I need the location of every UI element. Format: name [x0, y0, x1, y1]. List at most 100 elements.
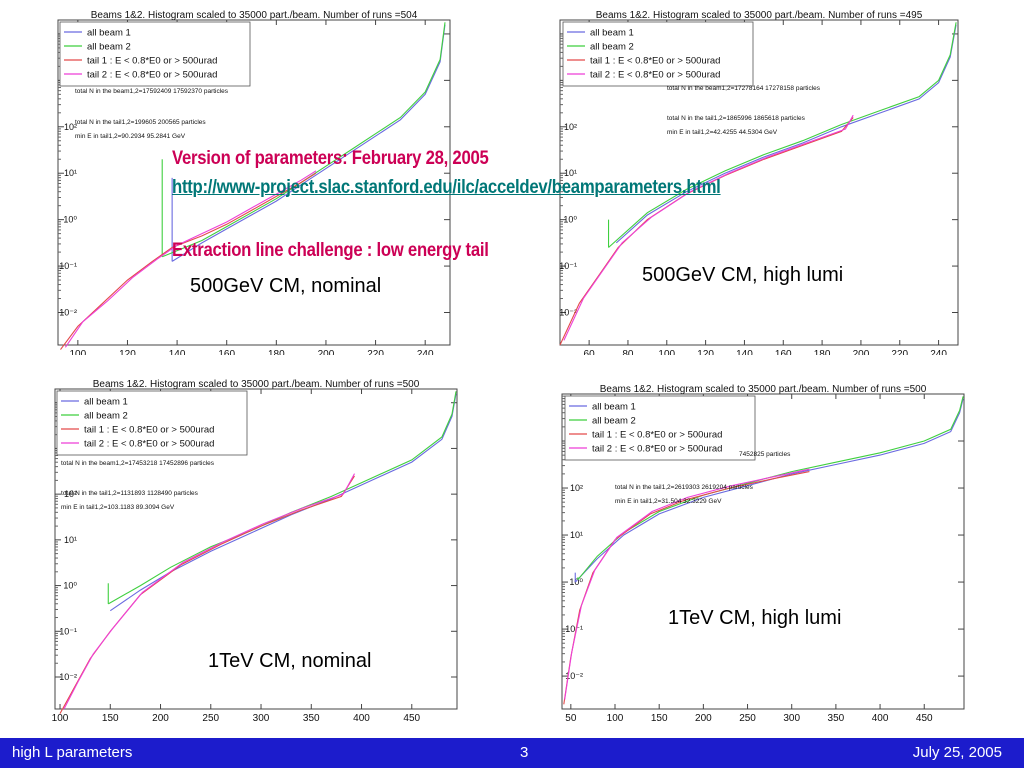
- caption-500gev-nominal: 500GeV CM, nominal: [190, 275, 382, 297]
- x-tick-label: 220: [891, 349, 908, 355]
- annotation-note: min E in tail1,2=90.2934 95.2841 GeV: [75, 133, 186, 140]
- version-text: Version of parameters: February 28, 2005: [172, 148, 489, 169]
- annotation-note: 7452825 particles: [739, 451, 791, 458]
- x-tick-label: 400: [872, 713, 889, 724]
- legend-label-1: all beam 1: [84, 397, 128, 408]
- caption-1tev-nominal: 1TeV CM, nominal: [208, 650, 372, 672]
- plot-frame: [561, 393, 965, 710]
- x-tick-label: 140: [736, 349, 753, 355]
- annotation-note: min E in tail1,2=31.504 32.3229 GeV: [615, 498, 722, 505]
- x-tick-label: 150: [102, 713, 119, 724]
- legend-label-2: all beam 2: [590, 42, 634, 53]
- x-tick-label: 150: [651, 713, 668, 724]
- y-tick-label: 10²: [570, 483, 583, 493]
- legend-label-3: tail 1 : E < 0.8*E0 or > 500urad: [590, 56, 720, 67]
- legend-label-2: all beam 2: [84, 411, 128, 422]
- series-line-2: [108, 391, 457, 605]
- y-tick-label: 10⁻¹: [59, 261, 77, 271]
- series-line-3: [59, 475, 355, 714]
- chart-panel-500gev-nominal: Beams 1&2. Histogram scaled to 35000 par…: [55, 10, 455, 355]
- y-tick-label: 10²: [64, 122, 77, 132]
- chart-title: Beams 1&2. Histogram scaled to 35000 par…: [596, 10, 923, 21]
- chart-panel-1tev-nominal: Beams 1&2. Histogram scaled to 35000 par…: [35, 375, 465, 725]
- x-tick-label: 50: [565, 713, 577, 724]
- y-tick-label: 10⁰: [63, 215, 77, 225]
- legend-label-3: tail 1 : E < 0.8*E0 or > 500urad: [87, 56, 217, 67]
- annotation-note: total N in the tail1,2=1865996 1865618 p…: [667, 115, 806, 122]
- y-tick-label: 10⁻²: [59, 308, 77, 318]
- x-tick-label: 100: [607, 713, 624, 724]
- x-tick-label: 450: [403, 713, 420, 724]
- y-tick-label: 10²: [564, 122, 577, 132]
- legend-label-2: all beam 2: [592, 416, 636, 427]
- y-tick-label: 10¹: [570, 530, 583, 540]
- legend-label-1: all beam 1: [87, 28, 131, 39]
- chart-500gev-highlumi: Beams 1&2. Histogram scaled to 35000 par…: [559, 10, 959, 355]
- series-line-3: [60, 172, 317, 350]
- x-tick-label: 300: [253, 713, 270, 724]
- y-tick-label: 10¹: [64, 535, 77, 545]
- x-tick-label: 250: [739, 713, 756, 724]
- series-line-3: [563, 471, 810, 705]
- x-tick-label: 350: [828, 713, 845, 724]
- series-line-4: [63, 473, 355, 710]
- x-tick-label: 240: [417, 349, 434, 355]
- footer-bar: high L parameters 3 July 25, 2005: [0, 738, 1024, 768]
- chart-title: Beams 1&2. Histogram scaled to 35000 par…: [91, 10, 418, 21]
- y-tick-label: 10⁻²: [565, 671, 583, 681]
- x-tick-label: 100: [52, 713, 69, 724]
- series-line-1: [615, 24, 957, 244]
- y-tick-label: 10⁰: [63, 581, 77, 591]
- plot-frame: [54, 388, 458, 710]
- legend-label-2: all beam 2: [87, 42, 131, 53]
- legend-label-4: tail 2 : E < 0.8*E0 or > 500urad: [590, 70, 720, 81]
- caption-500gev-highlumi: 500GeV CM, high lumi: [642, 264, 844, 286]
- legend-box: [564, 395, 756, 461]
- chart-1tev-nominal: Beams 1&2. Histogram scaled to 35000 par…: [52, 379, 458, 724]
- x-tick-label: 220: [367, 349, 384, 355]
- series-line-4: [64, 170, 317, 348]
- extraction-challenge-text: Extraction line challenge : low energy t…: [172, 240, 489, 261]
- plot-frame: [559, 19, 959, 346]
- x-tick-label: 180: [268, 349, 285, 355]
- x-tick-label: 160: [218, 349, 235, 355]
- chart-500gev-nominal: Beams 1&2. Histogram scaled to 35000 par…: [57, 10, 451, 355]
- chart-panel-500gev-highlumi: Beams 1&2. Histogram scaled to 35000 par…: [555, 10, 965, 355]
- annotation-note: min E in tail1,2=103.1183 89.3094 GeV: [61, 504, 175, 511]
- legend-label-4: tail 2 : E < 0.8*E0 or > 500urad: [87, 70, 217, 81]
- x-tick-label: 240: [930, 349, 947, 355]
- x-tick-label: 400: [353, 713, 370, 724]
- y-tick-label: 10¹: [64, 168, 77, 178]
- parameters-link[interactable]: http://www-project.slac.stanford.edu/ilc…: [172, 177, 721, 198]
- legend-label-3: tail 1 : E < 0.8*E0 or > 500urad: [84, 425, 214, 436]
- annotation-note: total N in the beam1,2=17453218 17452896…: [61, 460, 215, 467]
- chart-title: Beams 1&2. Histogram scaled to 35000 par…: [93, 379, 420, 390]
- legend-box: [59, 21, 251, 87]
- x-tick-label: 200: [853, 349, 870, 355]
- x-tick-label: 100: [658, 349, 675, 355]
- x-tick-label: 200: [695, 713, 712, 724]
- y-tick-label: 10⁻¹: [559, 261, 577, 271]
- x-tick-label: 250: [202, 713, 219, 724]
- y-tick-label: 10⁻¹: [59, 626, 77, 636]
- series-line-2: [161, 22, 446, 258]
- annotation-note: total N in the tail1,2=199605 200565 par…: [75, 119, 206, 126]
- y-tick-label: 10⁰: [563, 215, 577, 225]
- chart-title: Beams 1&2. Histogram scaled to 35000 par…: [600, 384, 927, 395]
- x-tick-label: 120: [119, 349, 136, 355]
- y-tick-label: 10⁻²: [59, 672, 77, 682]
- x-tick-label: 80: [622, 349, 634, 355]
- x-tick-label: 450: [916, 713, 933, 724]
- x-tick-label: 300: [783, 713, 800, 724]
- caption-1tev-highlumi: 1TeV CM, high lumi: [668, 607, 842, 629]
- footer-date: July 25, 2005: [912, 744, 1002, 761]
- legend-label-4: tail 2 : E < 0.8*E0 or > 500urad: [592, 444, 722, 455]
- y-tick-label: 10⁻¹: [565, 624, 583, 634]
- x-tick-label: 160: [775, 349, 792, 355]
- x-tick-label: 180: [814, 349, 831, 355]
- x-tick-label: 350: [303, 713, 320, 724]
- chart-panel-1tev-highlumi: Beams 1&2. Histogram scaled to 35000 par…: [537, 378, 967, 728]
- y-tick-label: 10⁻²: [559, 308, 577, 318]
- footer-title: high L parameters: [12, 744, 133, 761]
- y-tick-label: 10⁰: [569, 577, 583, 587]
